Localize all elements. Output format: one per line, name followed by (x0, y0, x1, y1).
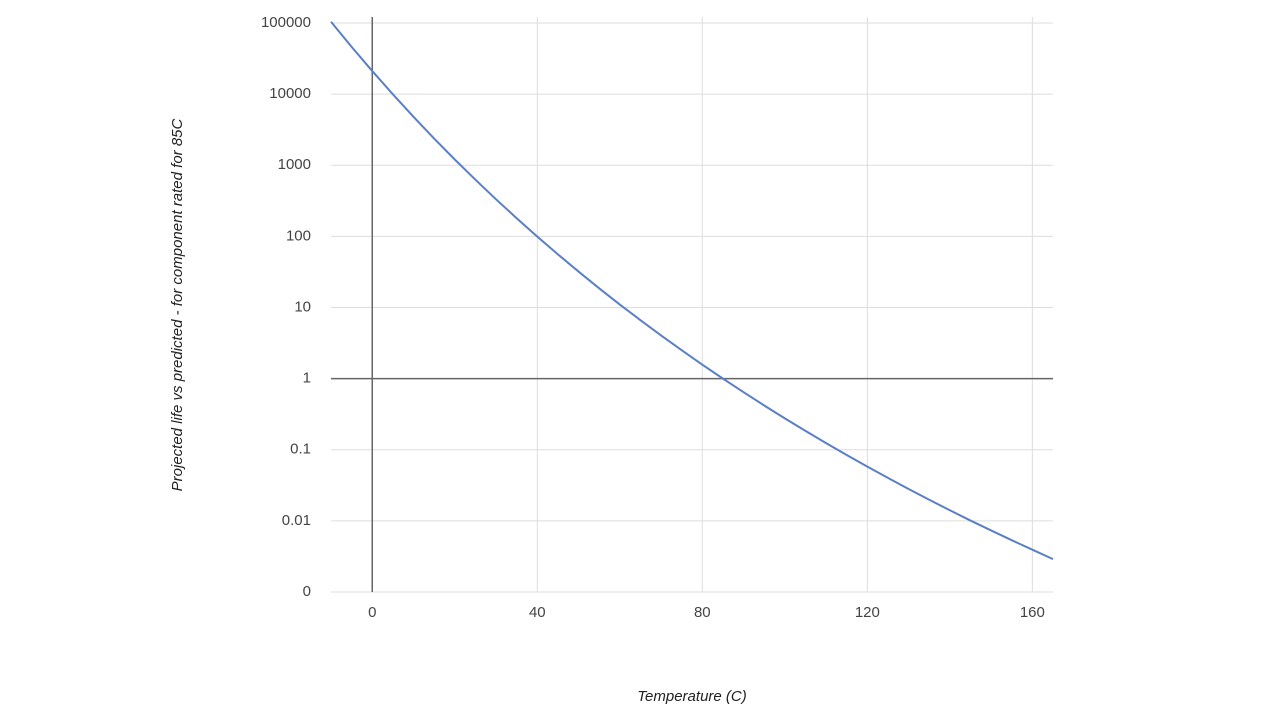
y-tick-label: 1 (303, 370, 311, 387)
y-tick-label: 0.01 (282, 512, 311, 529)
y-tick-label: 0.1 (290, 441, 311, 458)
y-tick-label: 100 (286, 227, 311, 244)
y-tick-label: 0 (303, 583, 311, 600)
y-tick-label: 1000 (278, 156, 311, 173)
x-tick-label: 40 (529, 604, 546, 621)
x-tick-label: 160 (1020, 604, 1045, 621)
x-axis-title: Temperature (C) (637, 688, 746, 705)
x-tick-label: 0 (368, 604, 376, 621)
y-tick-label: 10 (294, 298, 311, 315)
y-tick-label: 10000 (269, 85, 311, 102)
y-axis-title: Projected life vs predicted - for compon… (169, 118, 186, 491)
line-series (330, 21, 1054, 561)
y-tick-label: 100000 (261, 14, 311, 31)
x-tick-label: 80 (694, 604, 711, 621)
x-tick-label: 120 (855, 604, 880, 621)
